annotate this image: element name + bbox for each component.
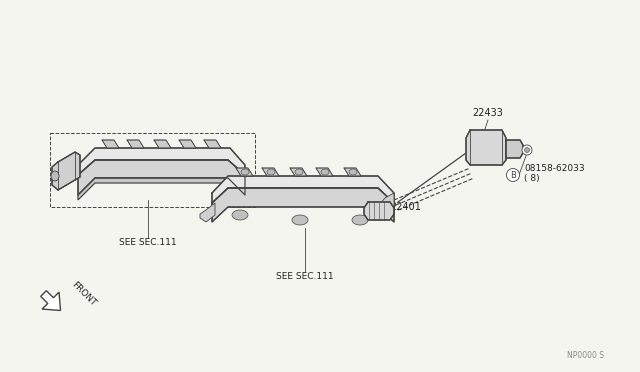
- Polygon shape: [154, 140, 171, 148]
- Polygon shape: [236, 168, 253, 176]
- Polygon shape: [78, 160, 245, 195]
- Ellipse shape: [232, 210, 248, 220]
- Polygon shape: [262, 168, 279, 176]
- Text: B: B: [510, 170, 516, 180]
- Polygon shape: [52, 152, 80, 190]
- Ellipse shape: [292, 215, 308, 225]
- Text: 22401: 22401: [390, 202, 421, 212]
- Text: ( 8): ( 8): [524, 173, 540, 183]
- Polygon shape: [212, 188, 394, 222]
- Ellipse shape: [352, 215, 368, 225]
- Polygon shape: [364, 202, 394, 220]
- Ellipse shape: [241, 169, 249, 175]
- Text: SEE SEC.111: SEE SEC.111: [276, 272, 334, 281]
- Polygon shape: [379, 193, 394, 215]
- Ellipse shape: [267, 169, 275, 175]
- Polygon shape: [212, 176, 394, 203]
- Polygon shape: [102, 140, 119, 148]
- Polygon shape: [204, 140, 221, 148]
- Ellipse shape: [525, 148, 529, 153]
- Polygon shape: [344, 168, 361, 176]
- Text: 08158-62033: 08158-62033: [524, 164, 584, 173]
- Polygon shape: [78, 178, 245, 200]
- Text: SEE SEC.111: SEE SEC.111: [119, 238, 177, 247]
- Ellipse shape: [349, 169, 357, 175]
- Polygon shape: [78, 148, 245, 175]
- Polygon shape: [41, 291, 61, 311]
- Ellipse shape: [506, 169, 520, 182]
- Ellipse shape: [295, 169, 303, 175]
- Polygon shape: [290, 168, 307, 176]
- Polygon shape: [316, 168, 333, 176]
- Polygon shape: [179, 140, 196, 148]
- Text: 22433: 22433: [472, 108, 504, 118]
- Ellipse shape: [522, 145, 532, 155]
- Polygon shape: [200, 203, 215, 222]
- Polygon shape: [506, 140, 523, 158]
- Ellipse shape: [321, 169, 329, 175]
- Polygon shape: [127, 140, 144, 148]
- Text: FRONT: FRONT: [70, 280, 98, 308]
- Ellipse shape: [51, 171, 59, 181]
- Polygon shape: [466, 130, 506, 165]
- Text: NP0000 S: NP0000 S: [567, 352, 604, 360]
